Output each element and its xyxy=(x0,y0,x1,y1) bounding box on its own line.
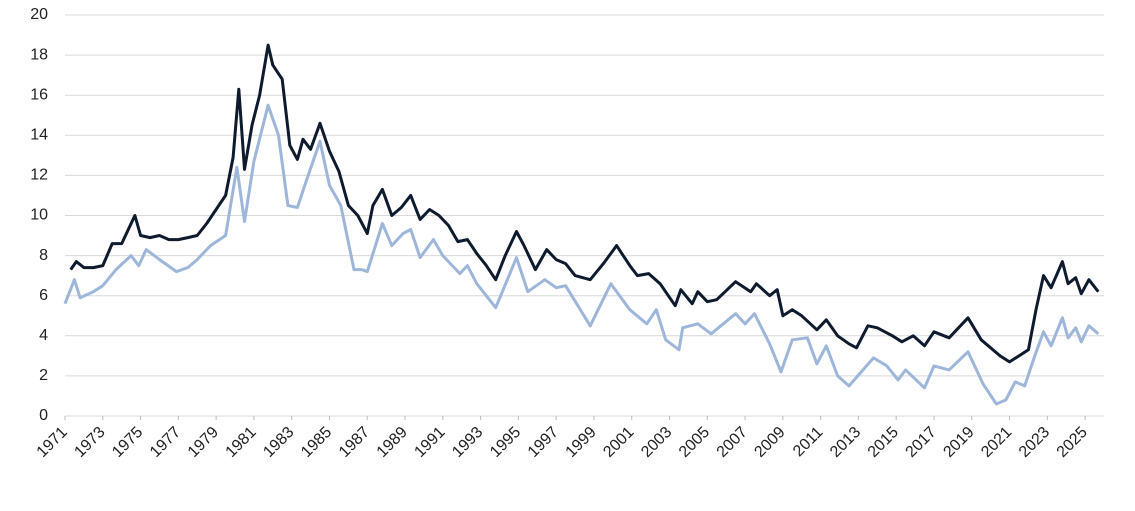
x-tick-label: 2023 xyxy=(1016,424,1053,461)
x-tick-label: 2021 xyxy=(978,424,1015,461)
x-tick-label: 2005 xyxy=(676,424,713,461)
x-tick-label: 2013 xyxy=(827,424,864,461)
x-tick-label: 1997 xyxy=(525,424,562,461)
x-tick-label: 2025 xyxy=(1054,424,1091,461)
x-tick-label: 2007 xyxy=(714,424,751,461)
x-tick-label: 1977 xyxy=(147,424,184,461)
series-line xyxy=(69,43,1100,364)
y-tick-label: 0 xyxy=(39,407,48,424)
x-tick-label: 1987 xyxy=(336,424,373,461)
y-tick-label: 18 xyxy=(30,46,48,63)
x-tick-label: 1983 xyxy=(260,424,297,461)
y-tick-label: 2 xyxy=(39,367,48,384)
x-tick-label: 2001 xyxy=(600,424,637,461)
x-tick-label: 1973 xyxy=(71,424,108,461)
y-tick-label: 4 xyxy=(39,327,48,344)
y-tick-label: 14 xyxy=(30,127,48,144)
x-tick-label: 1999 xyxy=(563,424,600,461)
x-tick-label: 2009 xyxy=(751,424,788,461)
x-tick-label: 1971 xyxy=(34,424,71,461)
x-tick-label: 1995 xyxy=(487,424,524,461)
y-tick-label: 10 xyxy=(30,207,48,224)
x-tick-label: 1993 xyxy=(449,424,486,461)
y-tick-label: 20 xyxy=(30,6,48,23)
x-tick-label: 2019 xyxy=(940,424,977,461)
y-tick-label: 12 xyxy=(30,167,48,184)
x-tick-label: 2011 xyxy=(790,424,826,460)
x-tick-label: 1975 xyxy=(109,424,146,461)
x-tick-label: 2015 xyxy=(865,424,902,461)
series-line xyxy=(63,103,1100,406)
y-tick-label: 8 xyxy=(39,247,48,264)
x-tick-label: 2003 xyxy=(638,424,675,461)
x-tick-label: 1981 xyxy=(223,424,260,461)
y-tick-label: 16 xyxy=(30,86,48,103)
x-tick-label: 1985 xyxy=(298,424,335,461)
x-tick-label: 1991 xyxy=(411,424,448,461)
x-tick-label: 1989 xyxy=(374,424,411,461)
x-tick-label: 1979 xyxy=(185,424,222,461)
x-tick-label: 2017 xyxy=(903,424,940,461)
y-tick-label: 6 xyxy=(39,287,48,304)
